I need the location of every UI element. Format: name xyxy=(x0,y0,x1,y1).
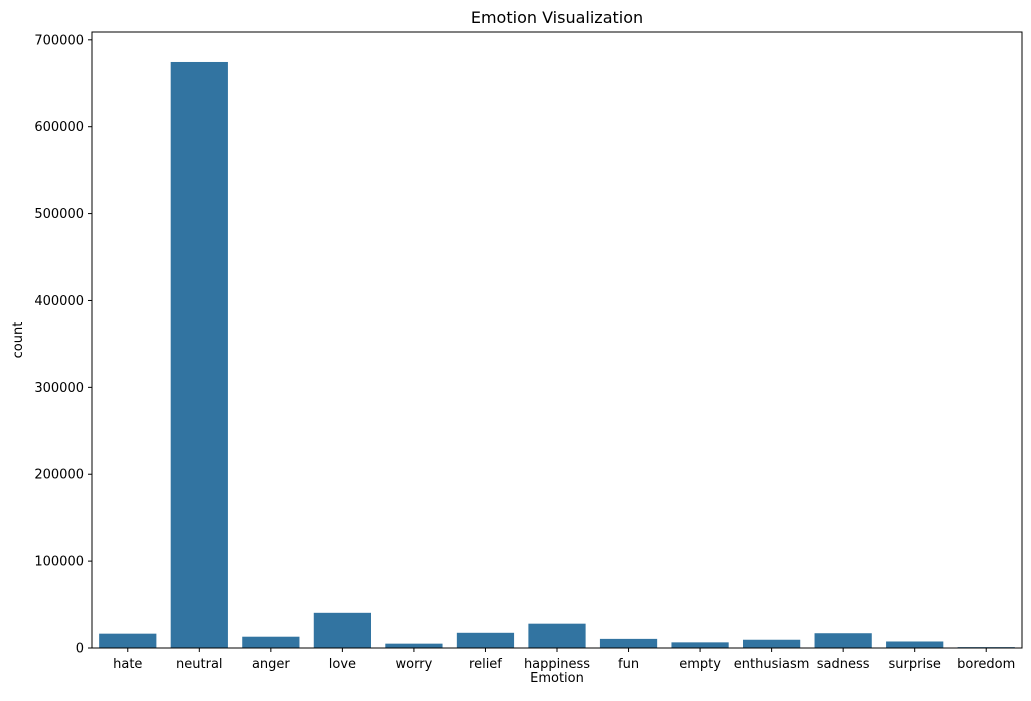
bar-sadness xyxy=(814,633,872,648)
x-tick-label: worry xyxy=(396,657,433,672)
x-tick-label: anger xyxy=(252,657,290,672)
y-tick-label: 400000 xyxy=(34,294,84,309)
x-tick-label: sadness xyxy=(817,657,870,672)
x-tick-label: surprise xyxy=(889,657,941,672)
bar-happiness xyxy=(528,623,586,648)
bar-enthusiasm xyxy=(743,639,801,648)
y-tick-label: 100000 xyxy=(34,555,84,570)
x-axis-ticks: hate neutral anger love worry relief happiness… xyxy=(113,648,1015,672)
bar-love xyxy=(313,612,371,648)
x-tick-label: love xyxy=(329,657,356,672)
y-tick-label: 300000 xyxy=(34,381,84,396)
y-tick-label: 0 xyxy=(76,642,84,657)
y-tick-label: 600000 xyxy=(34,120,84,135)
x-tick-label: happiness xyxy=(524,657,590,672)
plot-frame xyxy=(91,31,1023,649)
bars-group xyxy=(99,61,1015,649)
y-axis-ticks: 0 100000 200000 300000 400000 500000 600000 700… xyxy=(34,33,92,657)
x-tick-label: hate xyxy=(113,657,142,672)
bar-hate xyxy=(99,633,157,648)
bar-relief xyxy=(456,632,515,648)
y-tick-label: 700000 xyxy=(34,33,84,48)
bar-fun xyxy=(599,638,658,648)
y-axis-label: count xyxy=(11,322,26,359)
bar-neutral xyxy=(170,61,228,649)
x-tick-label: boredom xyxy=(957,657,1015,672)
x-tick-label: empty xyxy=(679,657,721,672)
y-tick-label: 500000 xyxy=(34,207,84,222)
bar-anger xyxy=(242,636,300,648)
y-tick-label: 200000 xyxy=(34,468,84,483)
bar-worry xyxy=(385,643,443,648)
bar-empty xyxy=(671,642,729,648)
x-tick-label: enthusiasm xyxy=(734,657,810,672)
x-axis-label: Emotion xyxy=(530,671,584,686)
bar-surprise xyxy=(886,641,944,648)
chart-title: Emotion Visualization xyxy=(471,8,643,27)
x-tick-label: relief xyxy=(469,657,502,672)
x-tick-label: fun xyxy=(618,657,639,672)
x-tick-label: neutral xyxy=(176,657,223,672)
